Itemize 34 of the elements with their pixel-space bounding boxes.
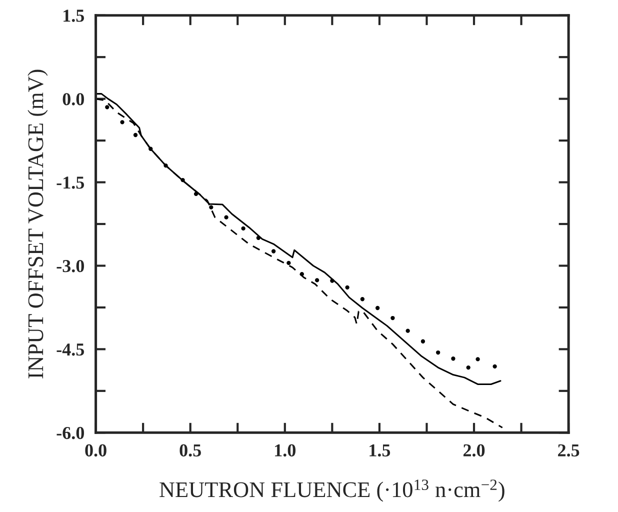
point xyxy=(360,297,365,302)
point xyxy=(209,205,214,210)
point xyxy=(345,285,350,290)
point xyxy=(375,306,380,310)
point xyxy=(286,260,291,266)
point xyxy=(133,132,138,138)
point xyxy=(436,350,440,355)
y-tick-label: -6.0 xyxy=(56,426,84,440)
point xyxy=(476,357,480,362)
point xyxy=(466,365,470,370)
x-tick-label: 2.0 xyxy=(463,444,485,457)
x-tick-label: 0.0 xyxy=(85,444,106,457)
point xyxy=(105,105,110,110)
y-tick-label: -4.5 xyxy=(56,344,84,356)
y-tick-label: 0.0 xyxy=(62,93,84,106)
point xyxy=(451,356,456,361)
point xyxy=(390,316,395,320)
y-tick-label: -3.0 xyxy=(56,260,84,272)
point xyxy=(406,328,410,333)
x-tick-label: 1.0 xyxy=(275,444,296,457)
point xyxy=(120,120,124,124)
point xyxy=(224,215,228,220)
x-tick-label: 1.5 xyxy=(370,444,390,457)
x-tick-label: 0.5 xyxy=(180,444,201,457)
point xyxy=(492,364,497,369)
point xyxy=(271,249,276,254)
point xyxy=(420,339,426,344)
y-tick-label: 1.5 xyxy=(64,10,84,22)
x-tick-label: 2.5 xyxy=(558,444,580,457)
y-tick-label: -1.5 xyxy=(56,176,84,189)
x-axis-title: NEUTRON FLUENCE (·10$^{13}$ n·cm$^{−2}$) xyxy=(160,480,504,502)
y-axis-title: INPUT OFFSET VOLTAGE (mV) xyxy=(28,70,48,378)
point xyxy=(314,278,320,282)
point xyxy=(241,226,246,231)
